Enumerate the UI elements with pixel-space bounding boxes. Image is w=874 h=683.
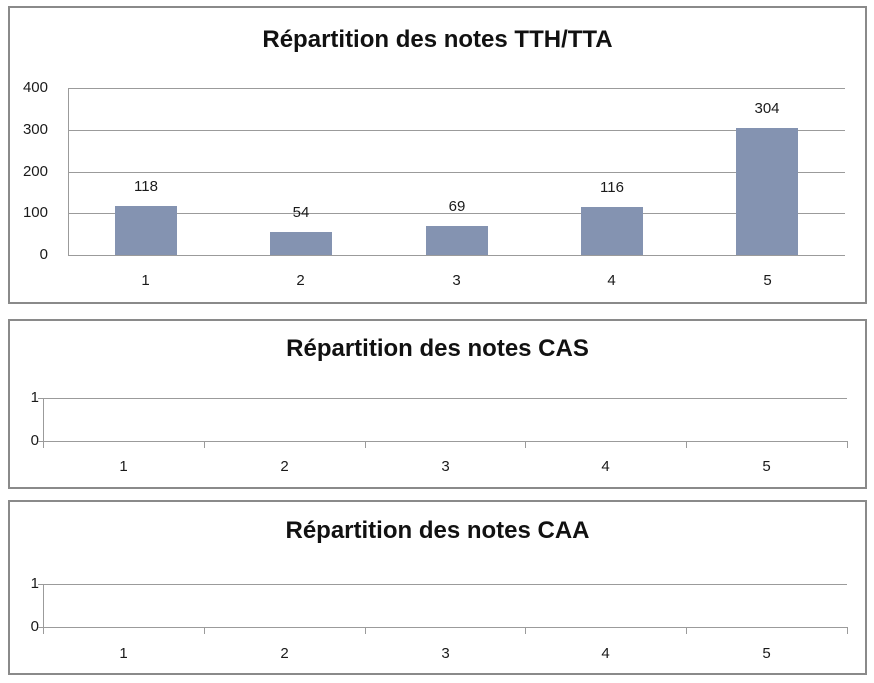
data-label: 69 [448,198,466,215]
x-tick-mark [204,627,205,634]
chart-panel-cas: Répartition des notes CAS 1 0 1 2 3 4 5 [8,319,867,489]
data-label: 54 [292,204,310,221]
y-tick-mark [38,441,43,442]
y-tick-mark [38,584,43,585]
y-axis-line [43,398,44,448]
x-tick-mark [204,441,205,448]
grid-line [43,398,847,399]
chart-title: Répartition des notes CAA [285,517,590,544]
y-axis-label: 0 [30,618,39,635]
chart-title: Répartition des notes CAS [286,335,589,362]
category-label: 4 [601,645,610,662]
x-tick-mark [365,627,366,634]
y-axis-line [68,88,69,255]
bar [426,226,488,255]
category-label: 1 [119,645,128,662]
category-label: 2 [280,458,289,475]
category-label: 3 [452,272,461,289]
data-label: 118 [134,178,158,195]
category-label: 5 [763,272,772,289]
x-tick-mark [686,441,687,448]
y-tick-mark [38,398,43,399]
y-axis-label: 1 [30,389,39,406]
grid-line [68,88,845,89]
x-tick-mark [525,627,526,634]
chart-title: Répartition des notes TTH/TTA [262,26,613,53]
x-tick-mark [525,441,526,448]
grid-line [68,130,845,131]
category-label: 3 [441,645,450,662]
y-axis-line [43,584,44,634]
x-tick-mark [43,441,44,448]
y-axis-label: 0 [39,246,48,263]
data-label: 304 [754,100,780,117]
x-tick-mark [365,441,366,448]
grid-line [43,584,847,585]
category-label: 4 [607,272,616,289]
bar [115,206,177,255]
category-label: 1 [119,458,128,475]
bar [270,232,332,255]
x-tick-mark [847,441,848,448]
x-tick-mark [847,627,848,634]
grid-line [68,172,845,173]
category-label: 4 [601,458,610,475]
category-label: 2 [296,272,305,289]
y-axis-label: 300 [22,121,48,138]
bar [581,207,643,255]
chart-panel-tth-tta: Répartition des notes TTH/TTA 400 300 200 1… [8,6,867,304]
y-axis-label: 200 [22,163,48,180]
chart-panel-caa: Répartition des notes CAA 1 0 1 2 3 4 5 [8,500,867,675]
category-label: 5 [762,458,771,475]
category-label: 3 [441,458,450,475]
y-axis-label: 1 [30,575,39,592]
x-tick-mark [43,627,44,634]
y-axis-label: 100 [22,204,48,221]
x-axis-line [43,441,847,442]
data-label: 116 [600,179,624,196]
category-label: 2 [280,645,289,662]
y-tick-mark [38,627,43,628]
x-tick-mark [686,627,687,634]
bar [736,128,798,255]
category-label: 5 [762,645,771,662]
y-axis-label: 400 [22,79,48,96]
category-label: 1 [141,272,150,289]
y-axis-label: 0 [30,432,39,449]
grid-line [68,213,845,214]
x-axis-line [68,255,845,256]
x-axis-line [43,627,847,628]
